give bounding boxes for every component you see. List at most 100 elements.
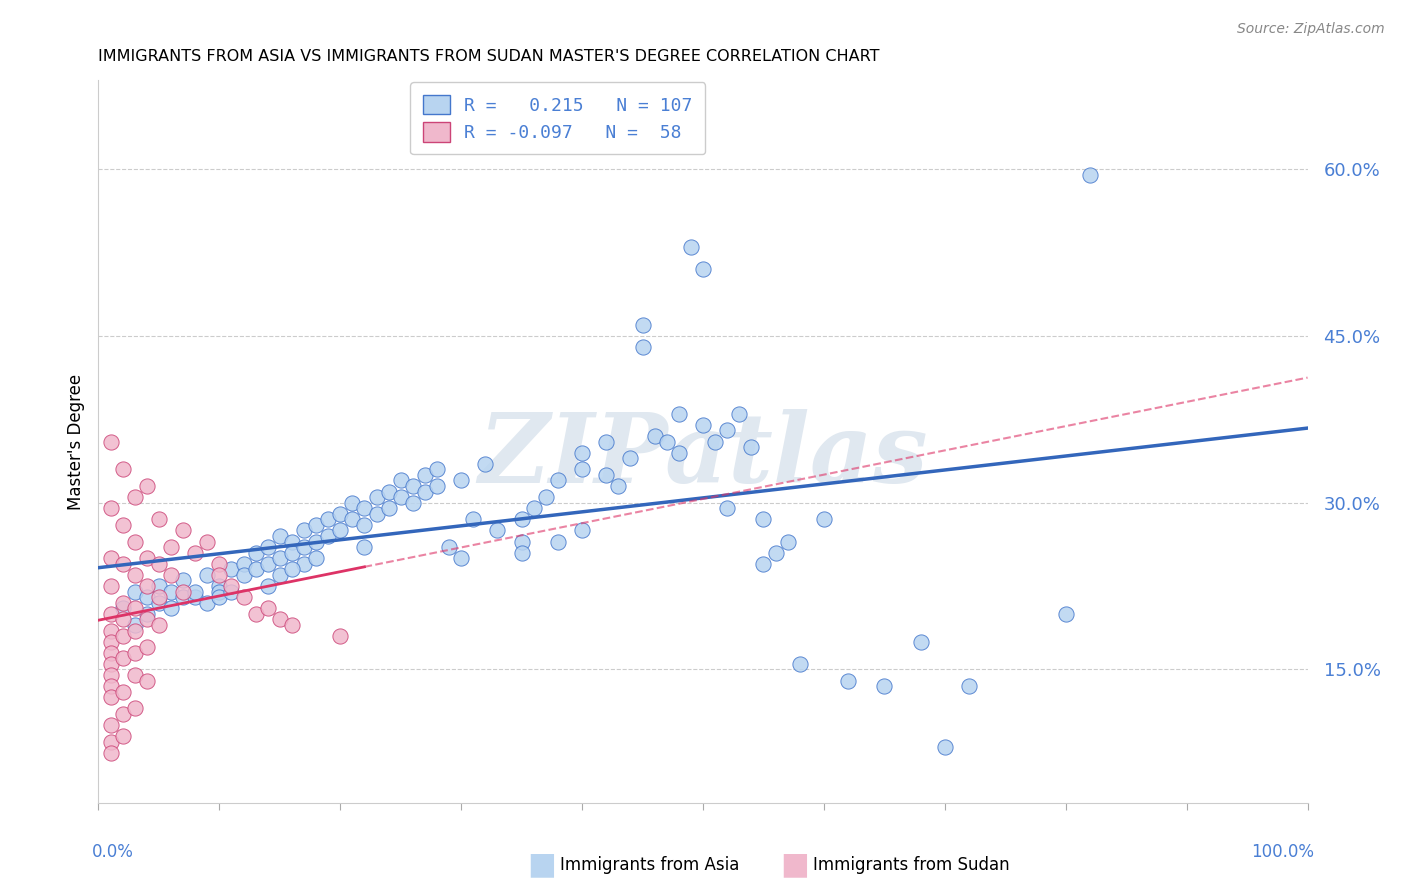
Point	[510, 534, 533, 549]
Point	[148, 618, 170, 632]
Point	[148, 579, 170, 593]
Point	[221, 562, 243, 576]
Text: Immigrants from Asia: Immigrants from Asia	[560, 856, 740, 874]
Point	[256, 601, 278, 615]
Point	[111, 729, 134, 743]
Point	[160, 540, 183, 554]
Point	[160, 601, 183, 615]
Point	[172, 584, 194, 599]
Point	[752, 557, 775, 571]
Point	[426, 479, 449, 493]
Point	[124, 534, 146, 549]
Point	[655, 434, 678, 449]
Point	[353, 540, 375, 554]
Point	[172, 590, 194, 604]
Point	[148, 596, 170, 610]
Point	[124, 618, 146, 632]
Point	[281, 618, 304, 632]
Point	[450, 474, 472, 488]
Point	[111, 651, 134, 665]
Point	[316, 512, 339, 526]
Point	[269, 568, 291, 582]
Point	[377, 484, 399, 499]
Point	[135, 551, 157, 566]
Point	[124, 646, 146, 660]
Point	[679, 240, 702, 254]
Point	[377, 501, 399, 516]
Point	[208, 590, 231, 604]
Point	[837, 673, 859, 688]
Point	[534, 490, 557, 504]
Point	[1054, 607, 1077, 621]
Point	[135, 673, 157, 688]
Point	[957, 679, 980, 693]
Point	[752, 512, 775, 526]
Point	[208, 579, 231, 593]
Point	[716, 424, 738, 438]
Point	[292, 540, 315, 554]
Point	[389, 490, 412, 504]
Point	[100, 646, 122, 660]
Point	[595, 434, 617, 449]
Point	[486, 524, 509, 538]
Point	[172, 574, 194, 588]
Point	[160, 568, 183, 582]
Point	[100, 501, 122, 516]
Point	[100, 668, 122, 682]
Legend: R =   0.215   N = 107, R = -0.097   N =  58: R = 0.215 N = 107, R = -0.097 N = 58	[411, 82, 706, 154]
Point	[571, 524, 593, 538]
Point	[135, 640, 157, 655]
Point	[1078, 168, 1101, 182]
Point	[100, 634, 122, 648]
Point	[160, 584, 183, 599]
Point	[281, 534, 304, 549]
Point	[100, 734, 122, 748]
Point	[813, 512, 835, 526]
Point	[135, 579, 157, 593]
Point	[740, 440, 762, 454]
Point	[571, 462, 593, 476]
Point	[100, 746, 122, 760]
Point	[668, 445, 690, 459]
Point	[873, 679, 896, 693]
Point	[208, 568, 231, 582]
Point	[221, 584, 243, 599]
Point	[232, 590, 254, 604]
Point	[595, 467, 617, 482]
Point	[195, 534, 218, 549]
Point	[631, 340, 654, 354]
Point	[135, 590, 157, 604]
Y-axis label: Master's Degree: Master's Degree	[66, 374, 84, 509]
Point	[523, 501, 546, 516]
Point	[437, 540, 460, 554]
Point	[281, 546, 304, 560]
Point	[281, 562, 304, 576]
Point	[644, 429, 666, 443]
Point	[124, 490, 146, 504]
Point	[111, 629, 134, 643]
Point	[269, 529, 291, 543]
Point	[184, 546, 207, 560]
Point	[232, 557, 254, 571]
Point	[135, 612, 157, 626]
Point	[148, 512, 170, 526]
Text: ZIPatlas: ZIPatlas	[478, 409, 928, 503]
Point	[413, 484, 436, 499]
Point	[245, 607, 267, 621]
Point	[776, 534, 799, 549]
Point	[342, 512, 364, 526]
Point	[305, 534, 328, 549]
Point	[195, 596, 218, 610]
Point	[256, 557, 278, 571]
Point	[245, 562, 267, 576]
Point	[704, 434, 727, 449]
Point	[510, 546, 533, 560]
Point	[111, 462, 134, 476]
Text: ■: ■	[780, 851, 808, 880]
Point	[934, 740, 956, 755]
Point	[111, 612, 134, 626]
Point	[269, 551, 291, 566]
Point	[111, 596, 134, 610]
Point	[716, 501, 738, 516]
Point	[329, 629, 352, 643]
